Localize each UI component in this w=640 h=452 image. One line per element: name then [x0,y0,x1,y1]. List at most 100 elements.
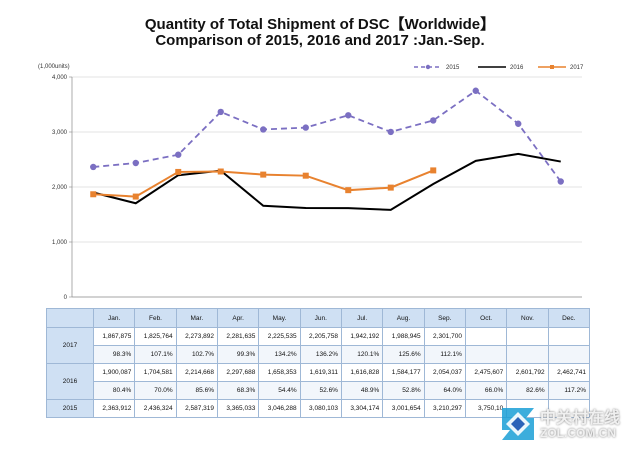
yoy-percent-cell: 112.1% [423,345,466,364]
data-point-2015 [345,112,352,119]
shipment-value-cell: 3,080,103 [299,399,342,418]
yoy-percent-cell: 82.6% [506,381,549,400]
shipment-data-table: Jan. Feb. Mar. Apr. May. Jun. Jul. Aug. Sep. Oct.… [46,308,591,418]
shipment-value-cell: 2,205,758 [299,327,342,346]
data-point-2015 [472,87,479,94]
table-row: 80.4% 70.0% 85.6% 68.3% 54.4% 52.6% 48.9% 52.8%… [47,381,591,400]
shipment-value-cell: 3,046,288 [258,399,301,418]
yoy-percent-cell: 99.3% [216,345,260,364]
yoy-percent-cell: 80.4% [92,381,136,400]
shipment-value-cell: 1,616,828 [340,363,384,382]
shipment-value-cell: 1,942,192 [340,327,384,346]
shipment-value-cell: 1,619,311 [299,363,342,382]
data-point-2017 [345,187,352,194]
data-point-2015 [132,159,139,167]
shipment-value-cell: 2,297,688 [216,363,260,382]
yoy-percent-cell: 120.1% [340,345,384,364]
data-point-2015 [557,178,564,185]
series-line-2015 [93,89,562,183]
column-header: Sep. [423,308,466,328]
column-header: Apr. [216,308,260,328]
shipment-value-cell: 2,363,912 [92,399,136,418]
data-point-2017 [430,167,437,174]
y-tick-label: 1,000 [52,240,68,246]
column-header: Feb. [134,308,177,328]
shipment-value-cell: 2,054,037 [423,363,466,382]
yoy-percent-cell: 64.0% [423,381,466,400]
yoy-percent-cell: 125.6% [382,345,425,364]
data-point-2017 [387,184,394,191]
table-body: 2017 1,867,875 1,825,764 2,273,892 2,281,635… [46,327,591,418]
chart-title-line-1: Quantity of Total Shipment of DSC【Worldw… [144,16,496,33]
column-header: Nov. [506,308,549,328]
yoy-percent-cell [547,345,591,364]
yoy-percent-cell: 117.2% [547,381,591,400]
table-row: 98.3% 107.1% 102.7% 99.3% 134.2% 136.2% 120.1%… [47,345,591,364]
shipment-value-cell: 3,210,297 [423,399,466,418]
series-line-2016 [93,152,561,211]
data-point-2017 [175,168,182,175]
data-point-2015 [175,151,182,158]
column-header: Jan. [92,308,136,328]
column-header: Mar. [175,308,218,328]
watermark-en-text: ZOL.COM.CN [540,426,616,440]
data-point-2017 [217,168,224,175]
zol-logo-icon [502,408,534,440]
watermark-cn-text: 中关村在线 [540,408,621,427]
shipment-value-cell [506,327,549,346]
shipment-value-cell: 1,988,945 [382,327,425,346]
shipment-value-cell: 2,225,535 [258,327,301,346]
data-point-2017 [302,172,309,179]
shipment-value-cell: 2,475,607 [464,363,508,382]
data-point-2015 [430,117,437,124]
row-year-label: 2016 [46,363,94,400]
yoy-percent-cell: 136.2% [299,345,342,364]
yoy-percent-cell: 52.8% [382,381,425,400]
shipment-value-cell: 2,301,700 [423,327,466,346]
table-row: 2015 2,363,912 2,436,324 2,587,319 3,365,033… [46,399,591,418]
yoy-percent-cell: 85.6% [175,381,218,400]
table-row: 2017 1,867,875 1,825,764 2,273,892 2,281,635… [46,327,591,364]
shipment-value-cell: 2,214,668 [175,363,218,382]
line-chart: 0 1,000 2,000 3,000 4,000 (1,000units) 2015 201… [38,64,584,301]
table-row: 2016 1,900,087 1,704,581 2,214,668 2,297,688… [46,363,591,400]
yoy-percent-cell: 134.2% [258,345,301,364]
shipment-value-cell: 1,867,875 [92,327,136,346]
yoy-percent-cell: 107.1% [134,345,177,364]
yoy-percent-cell: 54.4% [258,381,301,400]
yoy-percent-cell: 98.3% [92,345,136,364]
data-point-2015 [515,120,522,127]
y-tick-label: 3,000 [52,130,68,136]
shipment-value-cell: 3,304,174 [340,399,384,418]
yoy-percent-cell: 52.6% [299,381,342,400]
y-unit-label: (1,000units) [38,64,70,70]
shipment-value-cell [547,327,591,346]
legend-marker-2017 [550,65,554,69]
column-header: Jun. [299,308,342,328]
shipment-value-cell: 2,273,892 [175,327,218,346]
shipment-value-cell [547,399,591,418]
yoy-percent-cell: 70.0% [134,381,177,400]
chart-title-line-2: Comparison of 2015, 2016 and 2017 :Jan.-… [155,32,485,49]
shipment-value-cell: 1,704,581 [134,363,177,382]
row-year-label: 2015 [46,399,94,418]
yoy-percent-cell: 48.9% [340,381,384,400]
legend-marker-2015 [425,64,431,70]
legend-label-2015: 2015 [446,65,460,71]
column-header: Aug. [382,308,425,328]
shipment-value-cell: 2,587,319 [175,399,218,418]
shipment-value-cell: 2,436,324 [134,399,177,418]
data-point-2015 [302,124,309,131]
data-point-2015 [90,163,97,171]
column-header: Oct. [464,308,508,328]
column-header: May. [258,308,301,328]
data-point-2017 [132,193,139,200]
yoy-percent-cell: 102.7% [175,345,218,364]
zol-watermark: 中关村在线 ZOL.COM.CN [496,400,636,448]
yoy-percent-cell: 68.3% [216,381,260,400]
shipment-value-cell: 1,825,764 [134,327,177,346]
y-tick-label: 2,000 [52,185,68,191]
data-point-2015 [387,128,394,136]
y-tick-label: 4,000 [52,75,68,81]
data-point-2015 [217,108,224,116]
